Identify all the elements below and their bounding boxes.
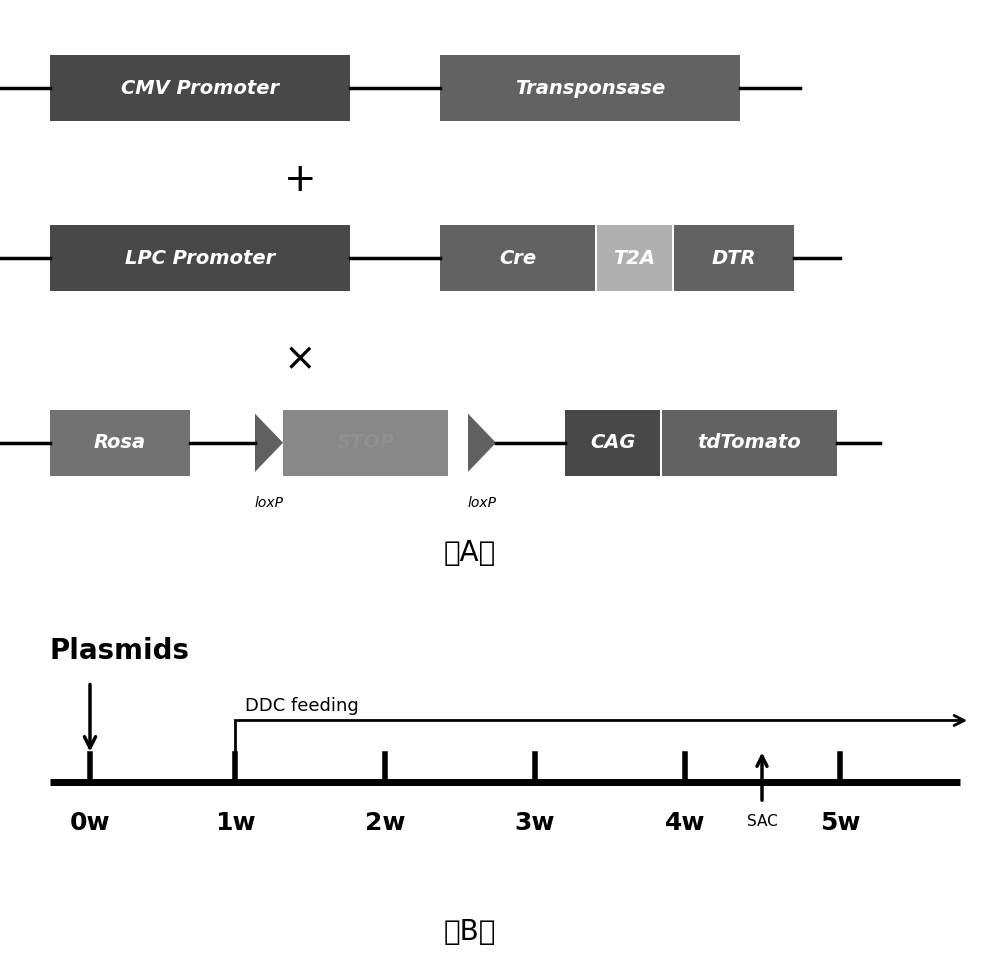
Text: loxP: loxP: [468, 496, 497, 510]
Bar: [50, 55, 350, 121]
Bar: [283, 410, 448, 476]
Text: Cre: Cre: [499, 249, 536, 268]
Bar: [662, 410, 837, 476]
Bar: [50, 225, 350, 291]
Bar: [565, 410, 660, 476]
Text: Plasmids: Plasmids: [50, 637, 190, 664]
Text: 3w: 3w: [515, 811, 555, 835]
Text: SAC: SAC: [747, 814, 777, 828]
Text: Transponsase: Transponsase: [515, 79, 665, 98]
Text: STOP: STOP: [336, 433, 395, 452]
Text: +: +: [284, 160, 316, 199]
Text: （B）: （B）: [444, 919, 496, 946]
Bar: [50, 410, 190, 476]
Text: 4w: 4w: [665, 811, 705, 835]
Text: 1w: 1w: [215, 811, 255, 835]
Text: DTR: DTR: [712, 249, 756, 268]
Text: tdTomato: tdTomato: [698, 433, 801, 452]
Text: LPC Promoter: LPC Promoter: [125, 249, 275, 268]
Text: DDC feeding: DDC feeding: [245, 696, 359, 715]
Polygon shape: [255, 414, 283, 472]
Text: CMV Promoter: CMV Promoter: [121, 79, 279, 98]
Bar: [597, 225, 672, 291]
Bar: [674, 225, 794, 291]
Text: ×: ×: [284, 340, 316, 379]
Text: 0w: 0w: [70, 811, 110, 835]
Text: 5w: 5w: [820, 811, 860, 835]
Text: T2A: T2A: [614, 249, 656, 268]
Bar: [440, 225, 595, 291]
Text: Rosa: Rosa: [94, 433, 146, 452]
Text: CAG: CAG: [590, 433, 635, 452]
Text: （A）: （A）: [444, 540, 496, 567]
Polygon shape: [468, 414, 496, 472]
Bar: [440, 55, 740, 121]
Text: 2w: 2w: [365, 811, 405, 835]
Text: loxP: loxP: [254, 496, 284, 510]
